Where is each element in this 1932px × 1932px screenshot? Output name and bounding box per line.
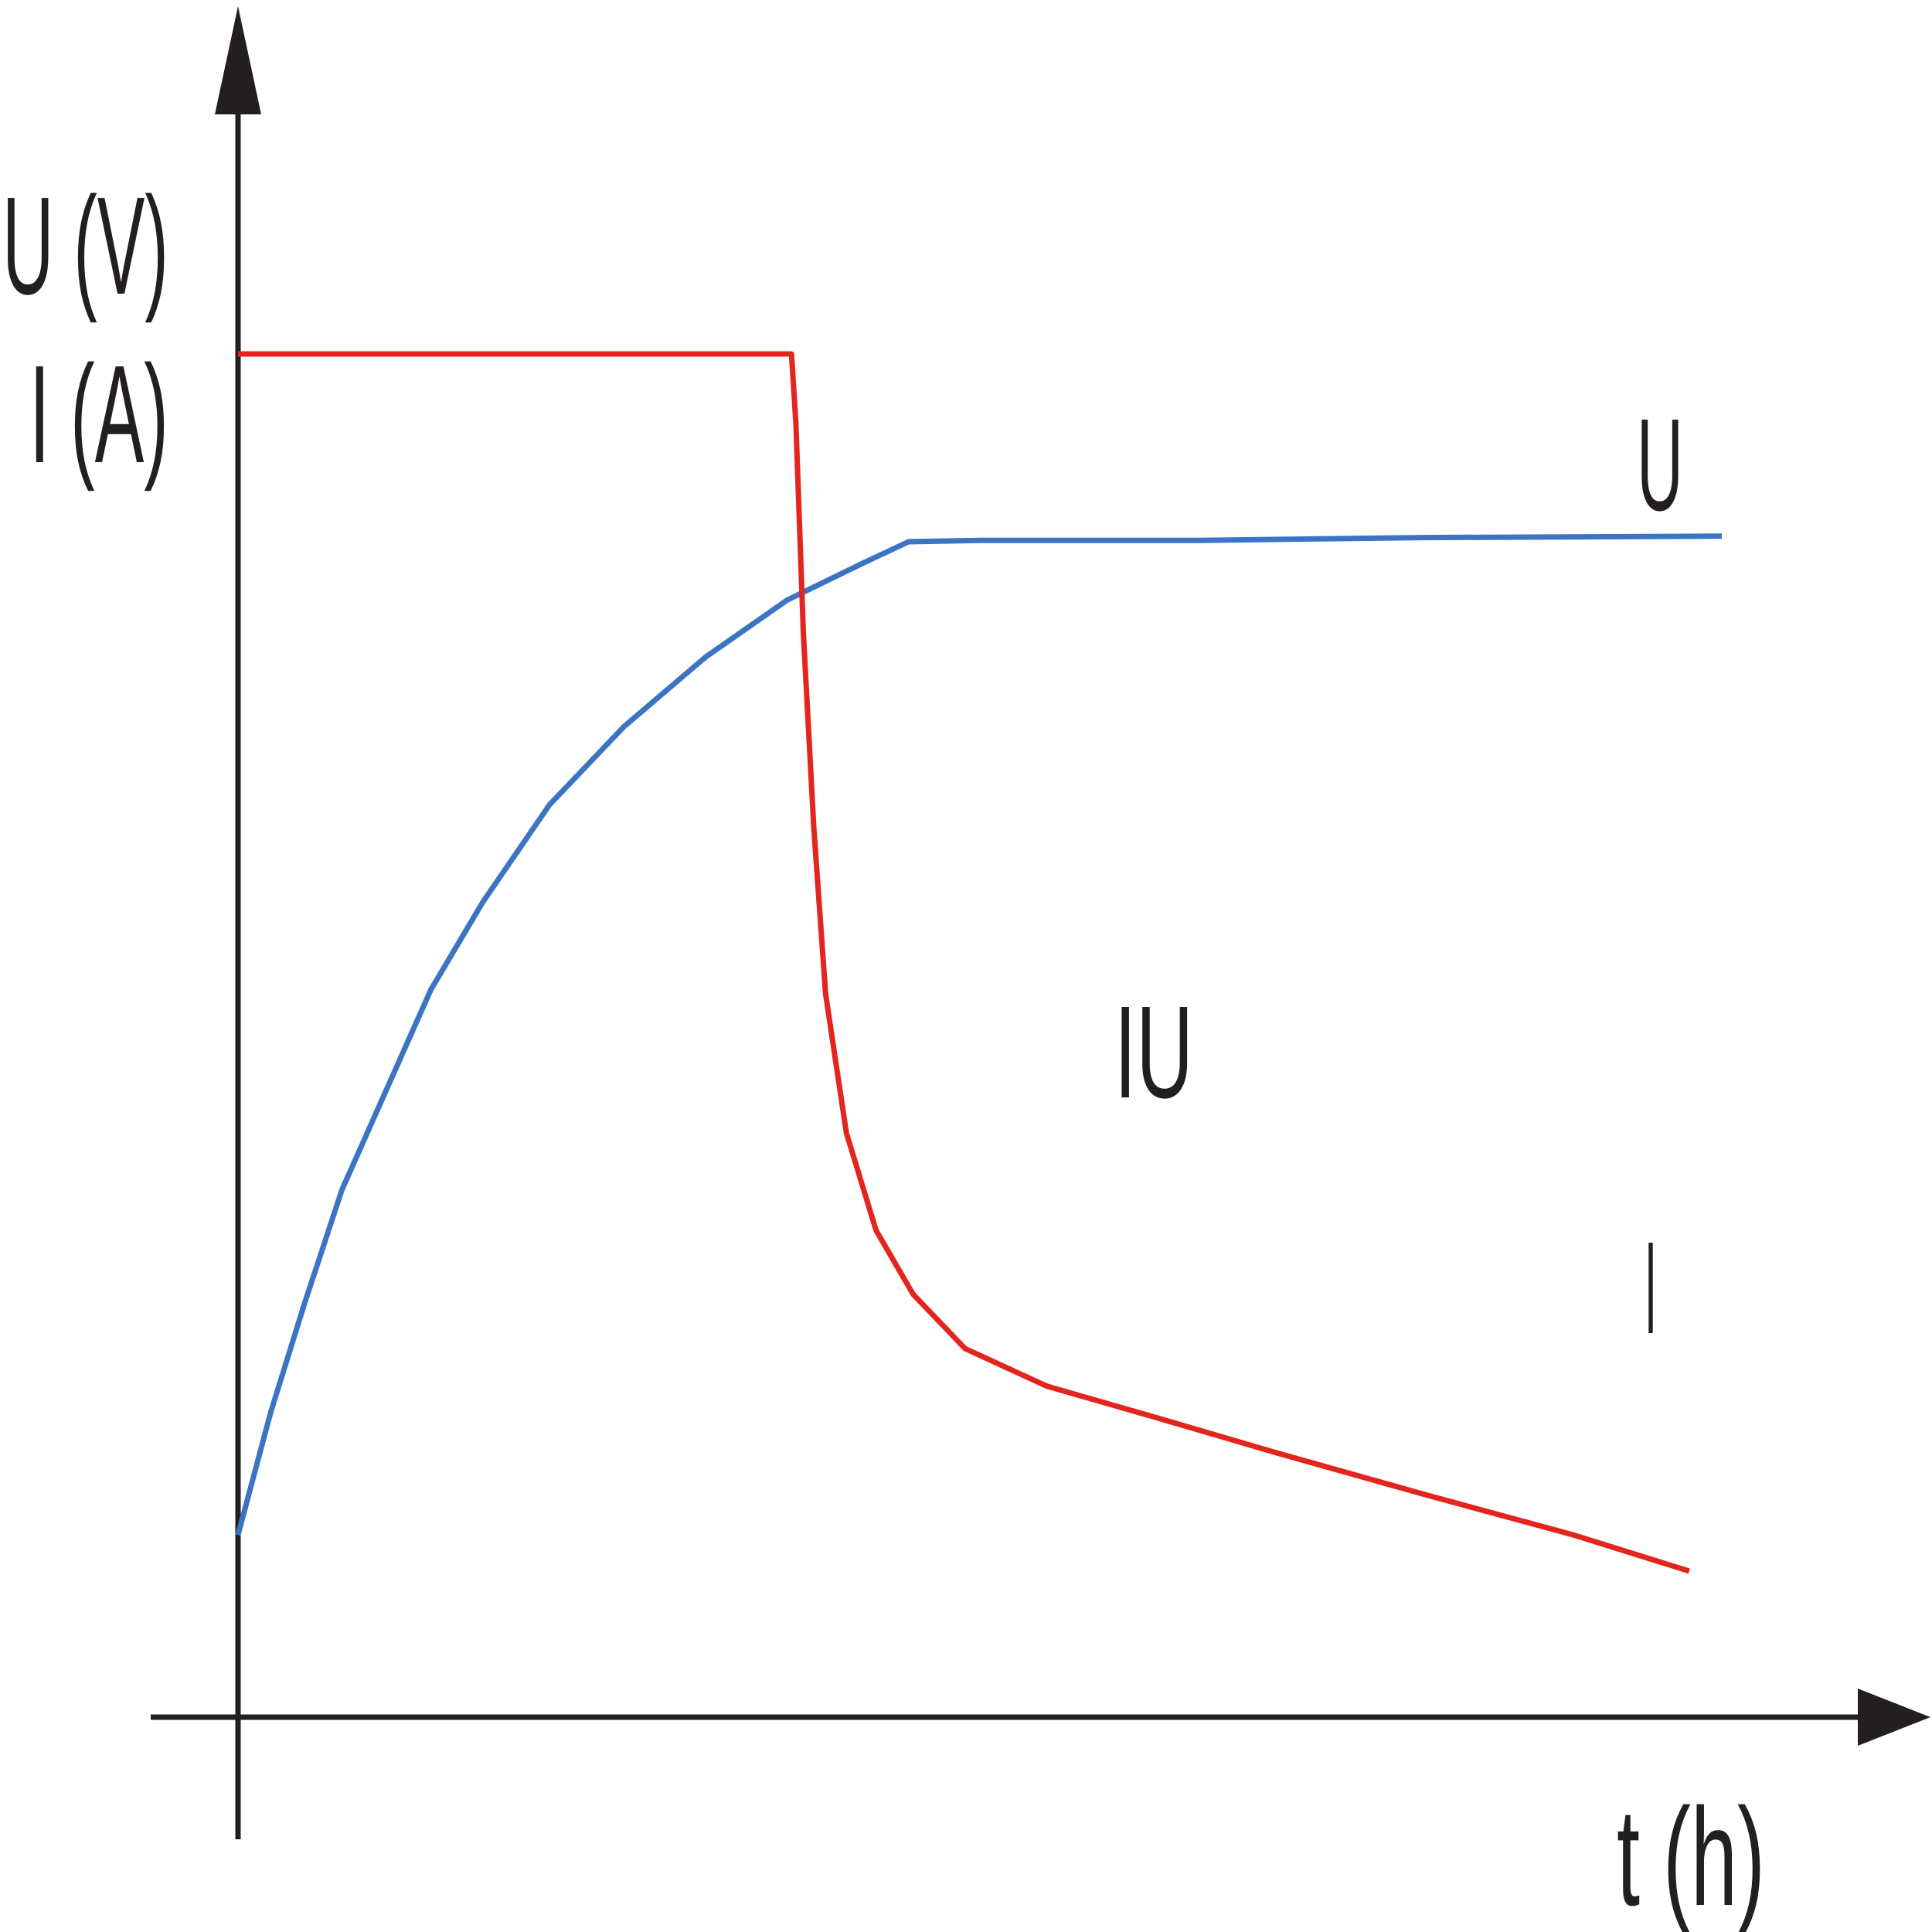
y-axis-arrow — [215, 6, 261, 114]
series-line-i — [238, 351, 1690, 1574]
series-label-u: U — [1637, 392, 1683, 539]
x-axis-arrow — [1858, 1689, 1930, 1746]
chart-annotation: IU — [1114, 979, 1193, 1126]
y-axis-label-line-2: I (A) — [29, 337, 168, 492]
y-axis-label-line-1: U (V) — [2, 168, 168, 324]
series-line-u — [235, 533, 1723, 1536]
series-layer — [235, 351, 1723, 1574]
x-axis-label: t (h) — [1617, 1780, 1765, 1932]
series-label-i: I — [1645, 1215, 1657, 1362]
